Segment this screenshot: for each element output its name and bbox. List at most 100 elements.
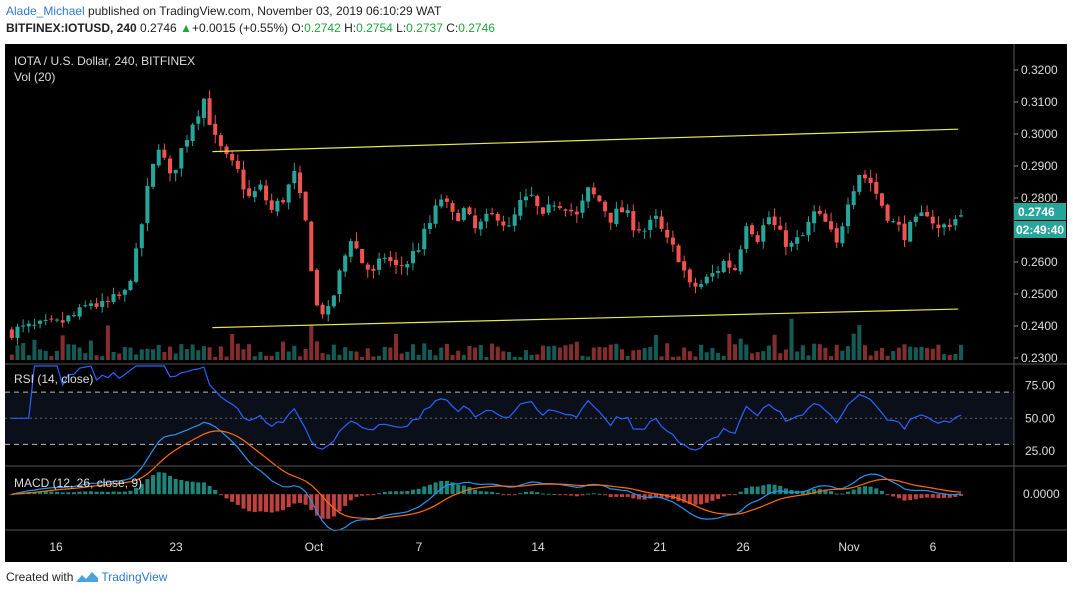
candle-body <box>749 225 754 235</box>
volume-bar <box>529 354 534 360</box>
candle-body <box>721 260 726 273</box>
symbol-ohlc-line: BITFINEX:IOTUSD, 240 0.2746 ▲+0.0015 (+0… <box>6 21 495 35</box>
time-tick-label: Nov <box>838 540 859 554</box>
candle-body <box>371 268 376 271</box>
close-label: C: <box>446 21 459 35</box>
candle-body <box>569 209 574 212</box>
chart-background <box>5 44 1067 562</box>
tradingview-brand-link[interactable]: TradingView <box>101 570 168 584</box>
volume-bar <box>292 345 297 360</box>
candle-body <box>710 273 715 277</box>
candle-body <box>495 213 500 221</box>
macd-histogram-bar <box>247 494 252 512</box>
candle-body <box>716 271 721 273</box>
candle-body <box>134 248 139 282</box>
volume-bar <box>394 333 399 360</box>
candle-body <box>184 140 189 147</box>
time-tick-label: 6 <box>930 540 937 554</box>
candle-body <box>501 221 506 226</box>
rsi-tick-label: 75.00 <box>1025 379 1055 393</box>
volume-bar <box>128 347 133 360</box>
macd-pane: 0.0000 <box>9 421 1060 532</box>
candle-body <box>636 229 641 231</box>
macd-histogram-bar <box>800 491 805 495</box>
candle-body <box>580 200 585 213</box>
rsi-line <box>11 365 962 451</box>
macd-histogram-bar <box>812 489 817 495</box>
volume-bar <box>738 338 743 360</box>
volume-bar <box>710 348 715 360</box>
time-tick-label: 14 <box>531 540 545 554</box>
low-value: 0.2737 <box>406 21 443 35</box>
macd-histogram-bar <box>444 480 449 495</box>
volume-bar <box>535 354 540 360</box>
candle-body <box>320 304 325 315</box>
tradingview-logo-icon <box>76 572 99 582</box>
candle-body <box>60 320 65 323</box>
volume-bar <box>608 344 613 360</box>
candle-body <box>817 210 822 214</box>
chart-area[interactable]: 75.00 50.00 25.00 0.0000 0.3200 0.3100 0.300… <box>5 44 1067 562</box>
candle-body <box>433 205 438 224</box>
candle-body <box>823 213 828 222</box>
macd-histogram-bar <box>846 491 851 495</box>
macd-histogram-bar <box>405 491 410 495</box>
candle-body <box>535 195 540 207</box>
macd-histogram-bar <box>371 494 376 496</box>
candle-body <box>38 320 43 324</box>
candle-body <box>625 210 630 214</box>
volume-bar <box>699 344 704 360</box>
volume-bar <box>953 353 958 360</box>
candle-body <box>812 211 817 224</box>
candle-body <box>591 187 596 195</box>
macd-histogram-bar <box>540 493 545 495</box>
candle-body <box>687 269 692 283</box>
macd-histogram-bar <box>416 488 421 495</box>
volume-bar <box>139 349 144 360</box>
macd-histogram-bar <box>913 494 918 500</box>
macd-histogram-bar <box>388 491 393 495</box>
macd-histogram-bar <box>117 491 122 495</box>
high-value: 0.2754 <box>356 21 393 35</box>
channel-lines <box>212 128 959 329</box>
volume-bar <box>546 346 551 360</box>
up-triangle-icon: ▲ <box>180 21 192 35</box>
volume-bar <box>32 339 37 360</box>
candle-body <box>207 98 212 125</box>
macd-label: MACD (12, 26, close, 9) <box>14 476 142 490</box>
macd-histogram-bar <box>111 491 116 495</box>
candle-body <box>693 282 698 287</box>
volume-bar <box>331 344 336 360</box>
volume-bar <box>744 344 749 360</box>
candle-body <box>733 268 738 270</box>
volume-bar <box>834 344 839 360</box>
macd-histogram-bar <box>896 494 901 499</box>
volume-bar <box>891 351 896 360</box>
time-tick-label: 21 <box>653 540 667 554</box>
macd-histogram-bar <box>320 494 325 519</box>
macd-histogram-bar <box>614 494 619 497</box>
volume-bar <box>733 344 738 360</box>
volume-bar <box>26 355 31 360</box>
rsi-tick-label: 50.00 <box>1025 411 1055 425</box>
candle-body <box>947 224 952 227</box>
candle-body <box>382 257 387 259</box>
candle-body <box>953 219 958 226</box>
macd-histogram-bar <box>275 494 280 512</box>
author-link[interactable]: Alade_Michael <box>6 4 85 18</box>
macd-histogram-bar <box>919 494 924 499</box>
volume-bar <box>959 344 964 360</box>
macd-histogram-bar <box>761 485 766 495</box>
macd-histogram-bar <box>461 485 466 495</box>
candle-body <box>936 224 941 229</box>
macd-histogram-bar <box>377 493 382 495</box>
candle-body <box>597 195 602 202</box>
candle-body <box>122 289 127 295</box>
macd-histogram-bar <box>196 482 201 495</box>
volume-bar <box>552 345 557 360</box>
volume-bar <box>512 356 517 360</box>
published-text: published on TradingView.com, November 0… <box>84 4 442 18</box>
candle-body <box>868 177 873 183</box>
macd-histogram-bar <box>868 486 873 495</box>
macd-histogram-bar <box>834 493 839 495</box>
